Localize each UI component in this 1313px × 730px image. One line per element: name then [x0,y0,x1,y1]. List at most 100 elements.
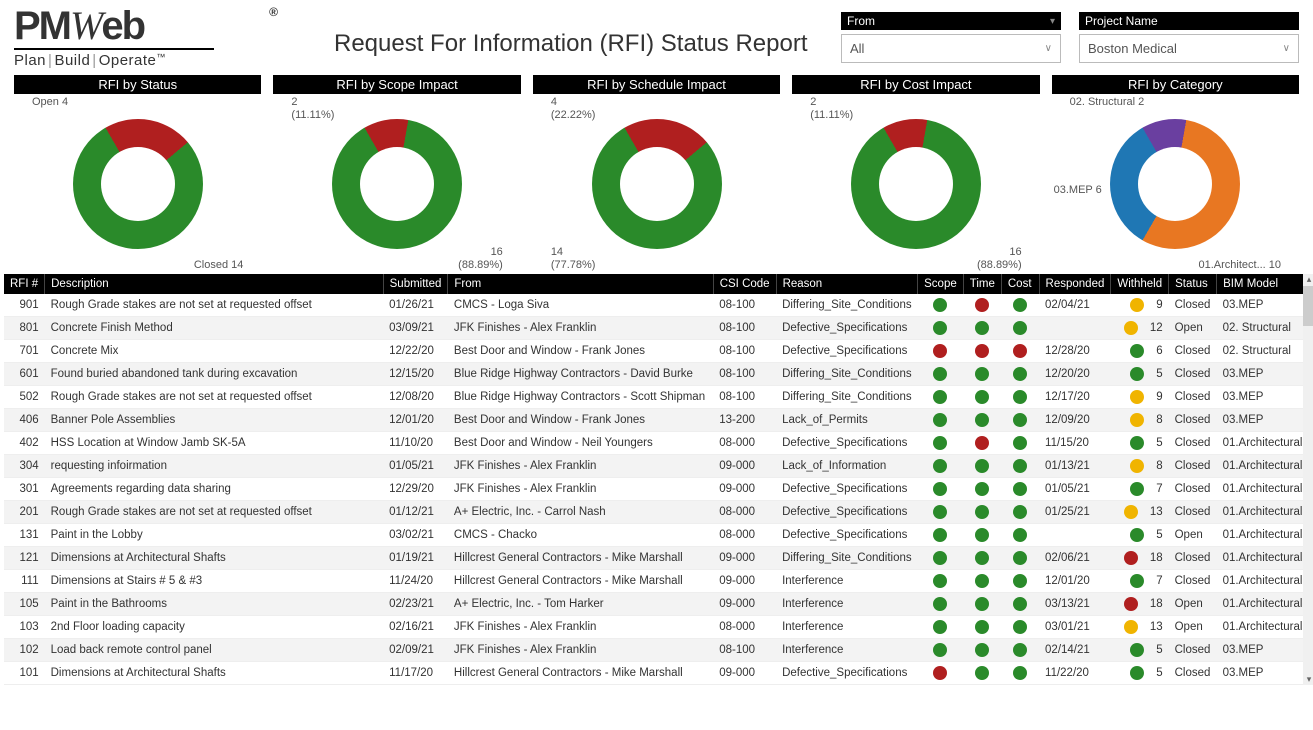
table-cell [918,662,964,685]
chevron-down-icon: ∨ [1045,43,1052,54]
status-dot [975,551,989,565]
table-cell: Load back remote control panel [45,639,384,662]
table-cell: Closed [1169,662,1217,685]
table-cell: Closed [1169,547,1217,570]
table-cell: 11/10/20 [383,432,448,455]
status-dot [1124,321,1138,335]
status-dot [1130,459,1144,473]
table-cell: Concrete Finish Method [45,317,384,340]
table-cell: 131 [4,524,45,547]
table-row[interactable]: 701Concrete Mix12/22/20Best Door and Win… [4,340,1309,363]
table-cell [918,639,964,662]
column-header[interactable]: Scope [918,274,964,294]
scrollbar[interactable]: ▴ ▾ [1303,274,1313,685]
status-dot [1013,298,1027,312]
column-header[interactable]: BIM Model [1217,274,1309,294]
table-cell [1001,639,1039,662]
status-dot [975,643,989,657]
table-row[interactable]: 304requesting infoirmation01/05/21JFK Fi… [4,455,1309,478]
table-cell: Hillcrest General Contractors - Mike Mar… [448,662,713,685]
status-dot [933,390,947,404]
table-cell [963,455,1001,478]
filter-project[interactable]: Project Name Boston Medical∨ [1079,12,1299,63]
table-cell: 01/26/21 [383,294,448,317]
table-row[interactable]: 406Banner Pole Assemblies12/01/20Best Do… [4,409,1309,432]
filter-project-label: Project Name [1085,14,1158,28]
scroll-down-icon[interactable]: ▾ [1303,674,1313,685]
column-header[interactable]: Description [45,274,384,294]
table-cell [1001,662,1039,685]
status-dot [1130,298,1144,312]
table-row[interactable]: 502Rough Grade stakes are not set at req… [4,386,1309,409]
table-cell: Rough Grade stakes are not set at reques… [45,294,384,317]
column-header[interactable]: Submitted [383,274,448,294]
table-cell [1001,340,1039,363]
table-cell: Best Door and Window - Neil Youngers [448,432,713,455]
table-cell: 601 [4,363,45,386]
status-dot [1013,321,1027,335]
table-cell [918,409,964,432]
scroll-up-icon[interactable]: ▴ [1303,274,1313,285]
table-cell: Open [1169,616,1217,639]
table-cell: A+ Electric, Inc. - Tom Harker [448,593,713,616]
table-row[interactable]: 105Paint in the Bathrooms02/23/21A+ Elec… [4,593,1309,616]
table-cell: 03/13/21 [1039,593,1111,616]
table-row[interactable]: 131Paint in the Lobby03/02/21CMCS - Chac… [4,524,1309,547]
table-cell [918,432,964,455]
table-cell: Defective_Specifications [776,662,918,685]
table-cell: 08-100 [713,294,776,317]
chart-title: RFI by Cost Impact [792,75,1039,94]
table-cell [1001,386,1039,409]
table-cell: 03.MEP [1217,409,1309,432]
table-cell: 7 [1111,478,1169,501]
table-row[interactable]: 1032nd Floor loading capacity02/16/21JFK… [4,616,1309,639]
column-header[interactable]: Withheld [1111,274,1169,294]
table-cell: 01.Architectural [1217,524,1309,547]
column-header[interactable]: RFI # [4,274,45,294]
table-row[interactable]: 301Agreements regarding data sharing12/2… [4,478,1309,501]
table-cell: 5 [1111,662,1169,685]
table-cell: 02. Structural [1217,340,1309,363]
table-row[interactable]: 402HSS Location at Window Jamb SK-5A11/1… [4,432,1309,455]
status-dot [975,459,989,473]
table-row[interactable]: 101Dimensions at Architectural Shafts11/… [4,662,1309,685]
table-cell [1001,432,1039,455]
status-dot [933,367,947,381]
column-header[interactable]: Responded [1039,274,1111,294]
table-row[interactable]: 111Dimensions at Stairs # 5 & #311/24/20… [4,570,1309,593]
table-cell: Differing_Site_Conditions [776,294,918,317]
column-header[interactable]: Status [1169,274,1217,294]
column-header[interactable]: From [448,274,713,294]
status-dot [1013,436,1027,450]
table-cell: 18 [1111,547,1169,570]
status-dot [1130,482,1144,496]
table-cell: Concrete Mix [45,340,384,363]
column-header[interactable]: CSI Code [713,274,776,294]
table-row[interactable]: 201Rough Grade stakes are not set at req… [4,501,1309,524]
filter-from[interactable]: From▾ All∨ [841,12,1061,63]
table-cell: 12/28/20 [1039,340,1111,363]
table-cell [963,478,1001,501]
table-row[interactable]: 121Dimensions at Architectural Shafts01/… [4,547,1309,570]
column-header[interactable]: Time [963,274,1001,294]
table-cell [918,570,964,593]
table-row[interactable]: 801Concrete Finish Method03/09/21JFK Fin… [4,317,1309,340]
scroll-thumb[interactable] [1303,286,1313,326]
table-row[interactable]: 102Load back remote control panel02/09/2… [4,639,1309,662]
column-header[interactable]: Reason [776,274,918,294]
table-row[interactable]: 901Rough Grade stakes are not set at req… [4,294,1309,317]
table-cell: Differing_Site_Conditions [776,363,918,386]
table-cell: 03.MEP [1217,363,1309,386]
table-cell: 8 [1111,409,1169,432]
table-cell: 12/08/20 [383,386,448,409]
table-cell: CMCS - Loga Siva [448,294,713,317]
table-row[interactable]: 601Found buried abandoned tank during ex… [4,363,1309,386]
status-dot [1130,436,1144,450]
column-header[interactable]: Cost [1001,274,1039,294]
donut-chart [73,119,203,249]
table-cell [963,593,1001,616]
table-cell: Open [1169,317,1217,340]
table-cell: 03/09/21 [383,317,448,340]
table-cell: 102 [4,639,45,662]
status-dot [933,574,947,588]
